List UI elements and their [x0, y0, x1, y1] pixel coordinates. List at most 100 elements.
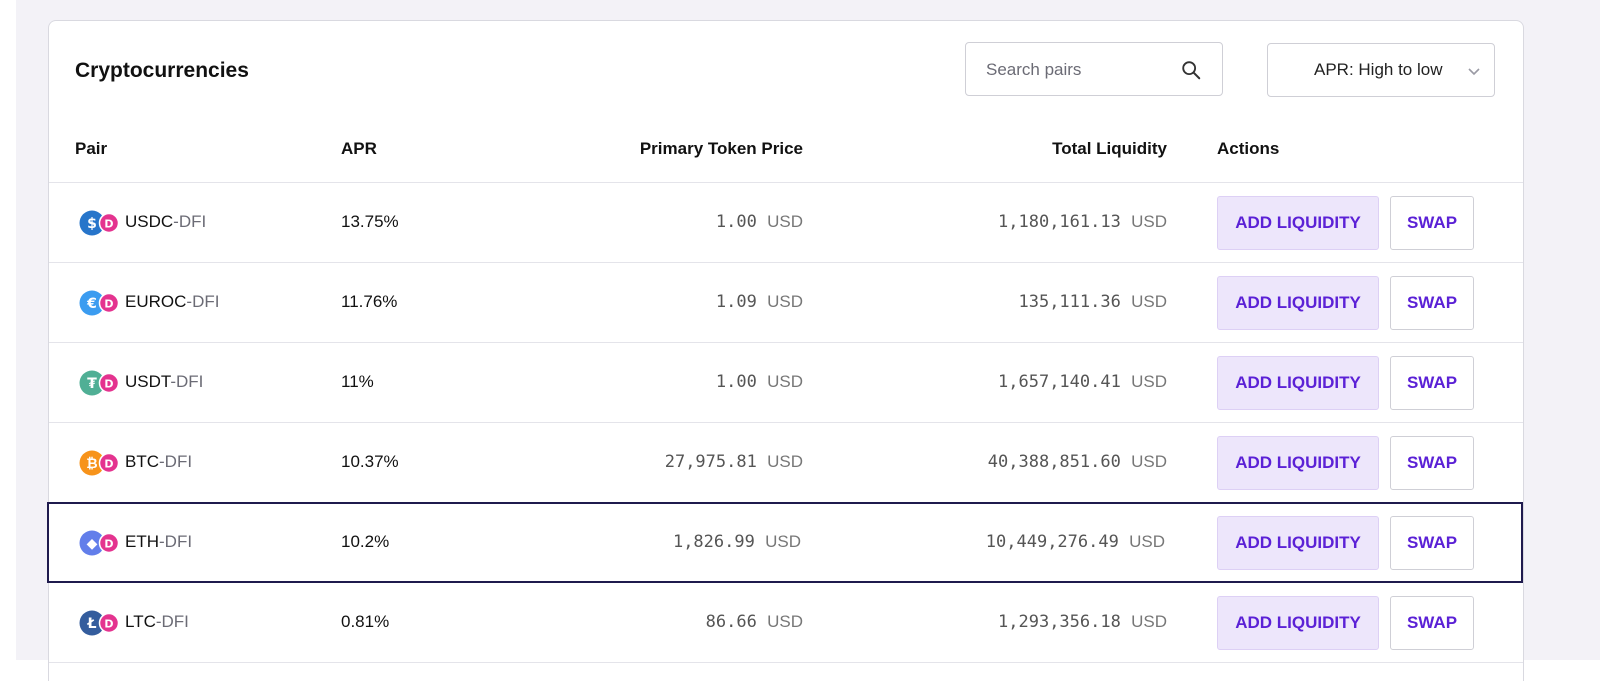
pair-name: USDC-DFI: [125, 212, 206, 232]
table-row[interactable]: ₿ D BTC-DFI 10.37% 27,975.81 USD 40,388,…: [49, 423, 1523, 503]
pair-base: ETH: [125, 532, 159, 551]
pair-base: LTC: [125, 612, 156, 631]
table-row[interactable]: Ł D LTC-DFI 0.81% 86.66 USD 1,293,356.18…: [49, 583, 1523, 663]
svg-text:₿: ₿: [86, 456, 97, 472]
svg-text:D: D: [104, 298, 113, 311]
liquidity-unit: USD: [1129, 532, 1165, 551]
pair-quote: -DFI: [155, 612, 189, 631]
apr-value: 13.75%: [341, 212, 399, 231]
swap-button[interactable]: SWAP: [1390, 516, 1474, 570]
total-liquidity: 1,293,356.18 USD: [998, 612, 1167, 632]
add-liquidity-button[interactable]: ADD LIQUIDITY: [1217, 276, 1379, 330]
svg-text:◆: ◆: [87, 536, 98, 552]
dfi-icon: D: [98, 452, 119, 474]
liquidity-value: 1,180,161.13: [998, 212, 1121, 232]
btc-icon: ₿: [79, 450, 105, 476]
price-unit: USD: [767, 612, 803, 631]
column-header-apr: APR: [341, 139, 377, 158]
liquidity-value: 1,293,356.18: [998, 612, 1121, 632]
total-liquidity: 10,449,276.49 USD: [986, 532, 1165, 552]
table-row[interactable]: ₮ D USDT-DFI 11% 1.00 USD 1,657,140.41 U…: [49, 343, 1523, 423]
price-value: 27,975.81: [664, 452, 757, 472]
liquidity-unit: USD: [1131, 612, 1167, 631]
pair-name: EUROC-DFI: [125, 292, 219, 312]
svg-text:D: D: [104, 538, 113, 551]
primary-token-price: 1.09 USD: [716, 292, 803, 312]
apr-value: 10.2%: [341, 532, 390, 551]
svg-text:$: $: [87, 216, 97, 232]
swap-button[interactable]: SWAP: [1390, 196, 1474, 250]
price-unit: USD: [767, 292, 803, 311]
pair-quote: -DFI: [159, 452, 193, 471]
total-liquidity: 40,388,851.60 USD: [988, 452, 1167, 472]
search-icon[interactable]: [1180, 59, 1202, 81]
swap-button[interactable]: SWAP: [1390, 436, 1474, 490]
cryptocurrencies-card: Cryptocurrencies APR: High to low Pair A…: [47, 20, 1524, 681]
dfi-icon: D: [98, 612, 119, 634]
svg-text:D: D: [104, 458, 113, 471]
add-liquidity-button[interactable]: ADD LIQUIDITY: [1217, 356, 1379, 410]
price-unit: USD: [767, 212, 803, 231]
dfi-icon: D: [98, 212, 119, 234]
pair-base: USDT: [125, 372, 171, 391]
pair-icons: ₮ D: [79, 370, 119, 396]
table-row[interactable]: € D EUROC-DFI 11.76% 1.09 USD 135,111.36…: [49, 263, 1523, 343]
header-divider: [49, 182, 1523, 183]
pair-name: LTC-DFI: [125, 612, 189, 632]
svg-text:€: €: [86, 296, 97, 312]
search-box[interactable]: [965, 42, 1223, 96]
add-liquidity-button[interactable]: ADD LIQUIDITY: [1217, 196, 1379, 250]
primary-token-price: 1,826.99 USD: [673, 532, 801, 552]
pair-name: USDT-DFI: [125, 372, 203, 392]
add-liquidity-button[interactable]: ADD LIQUIDITY: [1217, 516, 1379, 570]
pair-base: USDC: [125, 212, 174, 231]
swap-button[interactable]: SWAP: [1390, 356, 1474, 410]
dfi-icon: D: [98, 532, 119, 554]
price-value: 1.00: [715, 212, 757, 232]
apr-value: 0.81%: [341, 612, 390, 631]
ltc-icon: Ł: [79, 610, 105, 636]
pair-icons: Ł D: [79, 610, 119, 636]
svg-text:D: D: [104, 218, 113, 231]
liquidity-value: 40,388,851.60: [987, 452, 1121, 472]
swap-button[interactable]: SWAP: [1390, 276, 1474, 330]
primary-token-price: 86.66 USD: [706, 612, 803, 632]
svg-text:D: D: [104, 378, 113, 391]
primary-token-price: 1.00 USD: [716, 212, 803, 232]
add-liquidity-button[interactable]: ADD LIQUIDITY: [1217, 596, 1379, 650]
price-value: 1,826.99: [672, 532, 755, 552]
dfi-icon: D: [98, 292, 119, 314]
pair-name: BTC-DFI: [125, 452, 192, 472]
add-liquidity-button[interactable]: ADD LIQUIDITY: [1217, 436, 1379, 490]
table-row[interactable]: $ D USDC-DFI 13.75% 1.00 USD 1,180,161.1…: [49, 183, 1523, 263]
usdt-icon: ₮: [79, 370, 105, 396]
column-header-price: Primary Token Price: [639, 139, 803, 158]
pair-base: BTC: [125, 452, 159, 471]
pair-quote: -DFI: [186, 292, 220, 311]
search-input[interactable]: [984, 57, 1178, 83]
pair-icons: ₿ D: [79, 450, 119, 476]
dfi-icon: D: [98, 372, 119, 394]
pair-base: EUROC: [125, 292, 187, 311]
apr-value: 11.76%: [341, 292, 398, 311]
total-liquidity: 1,657,140.41 USD: [998, 372, 1167, 392]
liquidity-unit: USD: [1131, 212, 1167, 231]
page-title: Cryptocurrencies: [75, 59, 249, 82]
table-row[interactable]: ◆ D ETH-DFI 10.2% 1,826.99 USD 10,449,27…: [47, 502, 1523, 583]
pair-icons: ◆ D: [79, 530, 119, 556]
pair-name: ETH-DFI: [125, 532, 192, 552]
svg-text:D: D: [104, 618, 113, 631]
column-header-actions: Actions: [1217, 139, 1280, 158]
sort-select[interactable]: APR: High to low: [1267, 43, 1495, 97]
swap-button[interactable]: SWAP: [1390, 596, 1474, 650]
column-header-liquidity: Total Liquidity: [1052, 139, 1167, 158]
price-unit: USD: [767, 372, 803, 391]
liquidity-value: 1,657,140.41: [998, 372, 1121, 392]
liquidity-unit: USD: [1131, 372, 1167, 391]
svg-text:Ł: Ł: [87, 616, 97, 632]
pair-icons: € D: [79, 290, 119, 316]
apr-value: 11%: [341, 372, 374, 391]
liquidity-unit: USD: [1131, 452, 1167, 471]
pair-quote: -DFI: [170, 372, 204, 391]
euroc-icon: €: [79, 290, 105, 316]
